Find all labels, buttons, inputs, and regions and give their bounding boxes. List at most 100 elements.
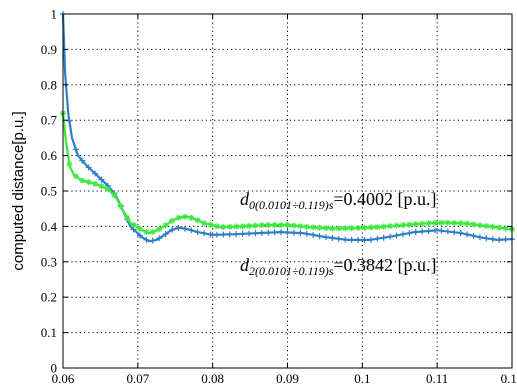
marker-stroke <box>98 183 105 189</box>
marker-stroke <box>374 224 380 230</box>
series-1-marker <box>98 183 105 190</box>
series-1-marker <box>432 219 439 226</box>
series-1 <box>60 110 515 235</box>
marker-stroke <box>438 220 445 226</box>
series-1-marker <box>335 225 342 232</box>
series-1-marker <box>181 213 188 220</box>
marker-stroke <box>220 224 226 230</box>
annotation-d2-subscript: 2(0.0101÷0.119)s <box>249 264 334 278</box>
marker-stroke <box>387 223 393 229</box>
marker-stroke <box>470 221 477 227</box>
series-0-marker <box>265 229 272 236</box>
series-1-marker <box>464 220 471 227</box>
marker-stroke <box>227 224 233 230</box>
annotation-d2-value: =0.3842 [p.u.] <box>333 255 436 275</box>
marker-stroke <box>124 214 130 221</box>
marker-stroke <box>381 224 387 230</box>
annotation-d0-base: d <box>240 189 250 209</box>
marker-stroke <box>451 220 457 226</box>
series-1-marker <box>188 214 195 221</box>
marker-stroke <box>156 226 162 232</box>
series-0-marker <box>322 234 329 241</box>
marker-stroke <box>150 229 156 235</box>
series-0-marker <box>156 235 163 242</box>
series-0-marker <box>432 227 439 234</box>
series-1-marker <box>399 222 406 229</box>
series-1-marker <box>380 223 387 230</box>
series-0-marker <box>85 164 92 171</box>
marker-stroke <box>240 223 246 229</box>
series-1-marker <box>201 220 208 227</box>
series-0-marker <box>297 230 304 237</box>
annotation-d0: d0(0.0101÷0.119)s=0.4002 [p.u.] <box>240 189 437 212</box>
marker-stroke <box>502 225 509 232</box>
series-0-marker <box>444 228 451 235</box>
series-1-marker <box>483 222 490 229</box>
marker-stroke <box>297 223 303 229</box>
series-0-marker <box>348 236 355 243</box>
series-0-marker <box>457 230 464 237</box>
series-1-marker <box>252 222 259 229</box>
marker-stroke <box>66 161 73 167</box>
marker-stroke <box>355 225 361 231</box>
series-1-marker <box>92 180 99 187</box>
series-1-marker <box>66 161 73 168</box>
series-0-marker <box>143 236 150 243</box>
marker-stroke <box>214 223 220 229</box>
series-0-marker <box>355 236 362 243</box>
series-0-marker <box>207 231 214 238</box>
series-0-marker <box>98 176 105 183</box>
series-0-marker <box>310 231 317 238</box>
marker-stroke <box>169 218 175 224</box>
series-0 <box>60 11 515 244</box>
marker-stroke <box>432 220 438 226</box>
marker-stroke <box>163 222 169 228</box>
series-1-marker <box>136 225 143 232</box>
x-tick-label: 0.12 <box>501 371 517 386</box>
series-1-marker <box>290 222 297 229</box>
series-0-marker <box>79 157 86 164</box>
series-0-marker <box>489 236 496 243</box>
marker-stroke <box>316 225 323 231</box>
series-1-marker <box>303 223 310 230</box>
series-1-marker <box>470 221 477 228</box>
series-1-marker <box>265 221 272 228</box>
series-0-marker <box>194 229 201 236</box>
y-tick-label: 0.5 <box>41 184 57 199</box>
marker-stroke <box>272 222 278 228</box>
marker-stroke <box>233 224 239 230</box>
series-1-marker <box>457 220 464 227</box>
series-0-marker <box>239 230 246 237</box>
series-0-marker <box>201 230 208 237</box>
marker-stroke <box>73 173 79 179</box>
series-0-marker <box>387 233 394 240</box>
series-0-marker <box>175 224 182 231</box>
series-1-marker <box>367 224 374 231</box>
marker-stroke <box>361 225 368 231</box>
x-tick-label: 0.1 <box>354 371 370 386</box>
marker-stroke <box>207 222 214 228</box>
marker-stroke <box>490 224 496 230</box>
series-1-marker <box>316 224 323 231</box>
series-0-marker <box>213 231 220 238</box>
marker-stroke <box>413 221 419 227</box>
marker-stroke <box>342 225 348 231</box>
series-1-marker <box>425 220 432 227</box>
y-tick-label: 0.6 <box>41 148 58 163</box>
marker-stroke <box>291 223 297 229</box>
series-0-marker <box>393 232 400 239</box>
marker-stroke <box>182 214 188 220</box>
series-1-marker <box>412 221 419 228</box>
marker-stroke <box>137 226 143 232</box>
series-1-marker <box>451 219 458 226</box>
series-1-marker <box>149 228 156 235</box>
series-0-marker <box>425 227 432 234</box>
annotation-d0-value: =0.4002 [p.u.] <box>333 189 436 209</box>
marker-stroke <box>252 223 259 229</box>
marker-stroke <box>105 186 111 192</box>
series-0-marker <box>303 230 310 237</box>
series-0-marker <box>188 227 195 234</box>
series-1-marker <box>393 222 400 229</box>
series-1-marker <box>207 221 214 228</box>
series-1-marker <box>271 221 278 228</box>
